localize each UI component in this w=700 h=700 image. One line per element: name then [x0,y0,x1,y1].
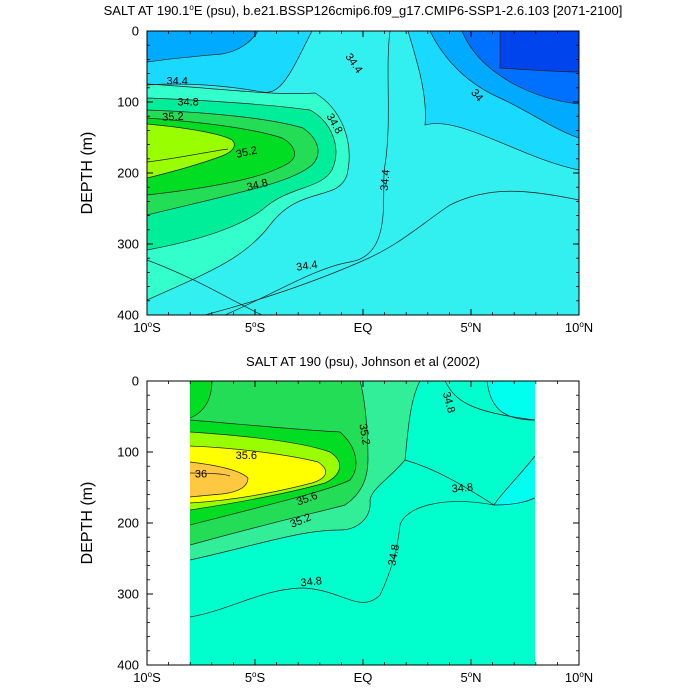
x-tick-label: EQ [354,670,373,685]
model-axes: 10oS 5oS EQ 5oN 10oN 0 100 200 300 400 [117,24,593,336]
contour-label: 34.4 [379,169,393,191]
x-tick-label: 10oN [565,320,593,335]
model-title: SALT AT 190.1oE (psu), b.e21.BSSP126cmip… [104,3,623,18]
model-contour-fill [147,31,579,315]
obs-panel: SALT AT 190 (psu), Johnson et al (2002) [79,354,593,685]
obs-title: SALT AT 190 (psu), Johnson et al (2002) [246,354,480,369]
obs-contour-lines [190,381,535,618]
y-tick-label: 400 [117,658,139,673]
model-panel: SALT AT 190.1oE (psu), b.e21.BSSP126cmip… [79,3,623,336]
contour-label: 34.4 [167,76,188,88]
x-tick-label: 5oS [245,320,266,335]
x-tick-label: 10oS [133,320,161,335]
contour-label: 34.8 [440,391,457,415]
contour-label: 34.8 [451,482,473,496]
y-tick-label: 0 [132,24,139,39]
contour-label: 36 [195,468,207,480]
obs-contour-fill [190,381,535,665]
x-tick-label: 10oN [565,670,593,685]
fill-region-34.0 [147,31,258,62]
x-tick-label: 5oS [245,670,266,685]
fill-region-ne-34.4 [487,381,535,420]
fill-region-35.4 [147,124,235,178]
y-tick-label: 300 [117,237,139,252]
y-tick-label: 200 [117,166,139,181]
y-tick-label: 400 [117,308,139,323]
y-tick-label: 200 [117,516,139,531]
contour-label: 35.2 [235,145,258,161]
obs-axes: 10oS 5oS EQ 5oN 10oN 0 100 200 300 400 [117,374,593,686]
model-y-axis-label: DEPTH (m) [79,132,96,215]
y-tick-label: 300 [117,587,139,602]
contour-label: 35.6 [236,450,257,462]
x-tick-label: 5oN [460,670,481,685]
obs-y-axis-label: DEPTH (m) [79,482,96,565]
contour-label: 34.8 [246,177,270,194]
contour-label: 35.2 [356,423,372,446]
fill-region-north-33.6 [500,31,579,72]
x-tick-label: 5oN [460,320,481,335]
y-tick-label: 100 [117,95,139,110]
x-tick-label: 10oS [133,670,161,685]
x-tick-label: EQ [354,320,373,335]
contour-label: 34.4 [296,259,319,274]
contour-label: 34.8 [386,544,402,567]
model-contour-lines [147,31,579,315]
contour-label: 34.8 [300,575,323,589]
y-tick-label: 0 [132,374,139,389]
y-tick-label: 100 [117,445,139,460]
contour-label: 35.2 [162,111,184,124]
contour-label: 34.8 [177,96,198,108]
fill-region-nw-35.2 [190,381,212,418]
